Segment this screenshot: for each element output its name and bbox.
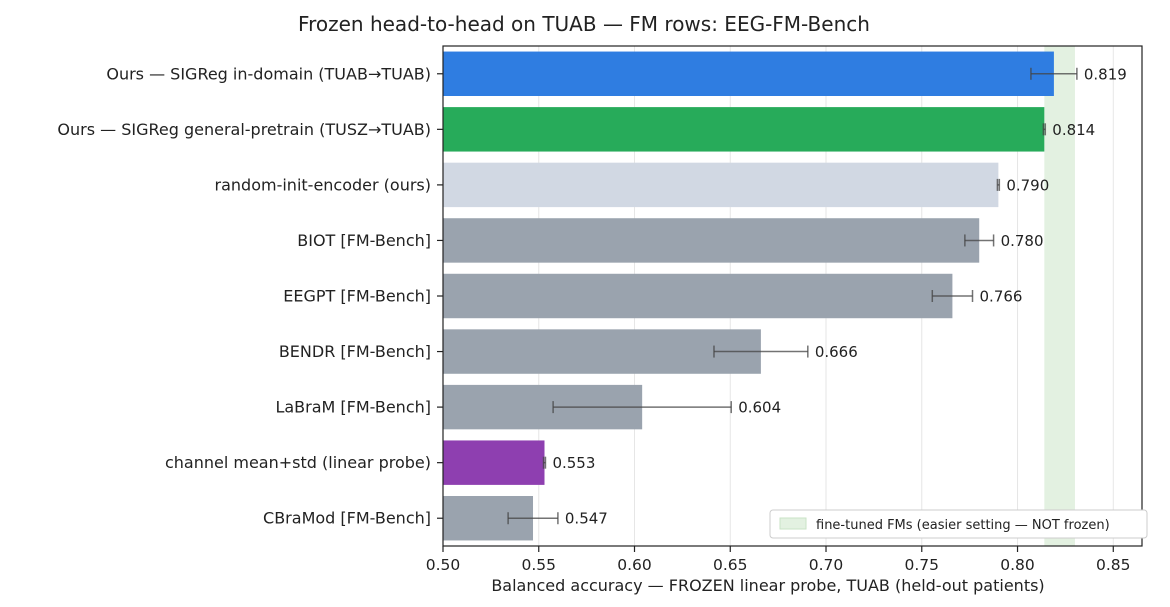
bar: [443, 329, 761, 374]
category-label: EEGPT [FM-Bench]: [283, 287, 431, 306]
category-label: channel mean+std (linear probe): [165, 453, 431, 472]
error-bar: [931, 290, 974, 302]
error-bar: [964, 234, 995, 247]
bar: [443, 162, 999, 208]
error-bar: [552, 401, 732, 414]
bar: [443, 51, 1054, 96]
value-label: 0.814: [1052, 121, 1095, 139]
category-label: random-init-encoder (ours): [215, 175, 431, 194]
error-bar: [1042, 123, 1047, 136]
value-label: 0.819: [1084, 65, 1127, 83]
category-label: LaBraM [FM-Bench]: [275, 398, 431, 417]
value-label: 0.604: [738, 399, 781, 417]
bar: [443, 440, 545, 485]
x-tick-label: 0.60: [617, 556, 652, 574]
error-bar: [542, 456, 547, 469]
bar: [443, 273, 953, 319]
value-label: 0.766: [980, 288, 1023, 306]
value-label: 0.553: [552, 454, 595, 472]
x-tick-label: 0.70: [809, 556, 844, 574]
category-label: BENDR [FM-Bench]: [279, 342, 431, 361]
category-label: Ours — SIGReg general-pretrain (TUSZ→TUA…: [57, 120, 431, 139]
x-tick-label: 0.85: [1096, 556, 1131, 574]
bar: [443, 107, 1045, 152]
value-label: 0.790: [1006, 176, 1049, 194]
error-bar: [713, 345, 809, 358]
x-tick-label: 0.75: [905, 556, 940, 574]
legend-swatch: [779, 517, 807, 530]
error-bar: [507, 512, 559, 525]
x-tick-label: 0.55: [521, 556, 556, 574]
category-label: Ours — SIGReg in-domain (TUAB→TUAB): [106, 64, 431, 83]
x-axis-label: Balanced accuracy — FROZEN linear probe,…: [491, 576, 1044, 595]
value-label: 0.547: [565, 510, 608, 528]
plot-frame: [442, 45, 1143, 547]
value-label: 0.666: [815, 343, 858, 361]
fine-tuned-band: [1044, 46, 1075, 546]
legend: fine-tuned FMs (easier setting — NOT fro…: [769, 509, 1148, 539]
error-bar: [1030, 67, 1078, 80]
error-bar: [996, 178, 1001, 191]
x-tick-label: 0.80: [1000, 556, 1035, 574]
category-label: CBraMod [FM-Bench]: [263, 509, 431, 528]
x-tick-label: 0.50: [426, 556, 461, 574]
category-label: BIOT [FM-Bench]: [297, 231, 431, 250]
chart-title: Frozen head-to-head on TUAB — FM rows: E…: [298, 12, 870, 36]
value-label: 0.780: [1001, 232, 1044, 250]
legend-label: fine-tuned FMs (easier setting — NOT fro…: [816, 518, 1110, 533]
bar: [443, 218, 980, 263]
x-tick-label: 0.65: [713, 556, 748, 574]
